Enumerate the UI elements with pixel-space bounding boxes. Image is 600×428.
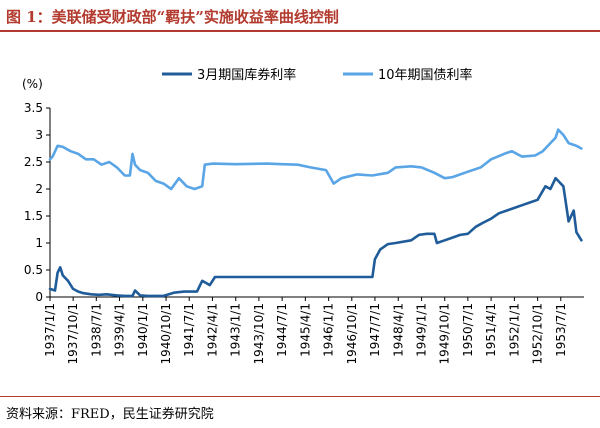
x-tick-label: 1949/10/1 bbox=[438, 303, 452, 365]
source-note: 资料来源：FRED，民生证券研究院 bbox=[6, 407, 214, 422]
x-tick-label: 1952/10/1 bbox=[531, 303, 545, 365]
x-tick-label: 1941/7/1 bbox=[182, 303, 196, 357]
x-tick-label: 1944/7/1 bbox=[275, 303, 289, 357]
x-tick-label: 1939/4/1 bbox=[113, 303, 127, 357]
legend-label: 10年期国债利率 bbox=[378, 67, 473, 83]
legend: 3月期国库券利率 10年期国债利率 bbox=[162, 67, 473, 83]
x-tick-label: 1952/1/1 bbox=[507, 303, 521, 357]
y-tick-label: 0 bbox=[35, 290, 43, 304]
x-tick-label: 1946/1/1 bbox=[322, 303, 336, 357]
source-divider bbox=[0, 396, 600, 397]
series-line bbox=[48, 128, 583, 191]
x-tick-label: 1951/4/1 bbox=[484, 303, 498, 357]
x-tick-label: 1940/10/1 bbox=[159, 303, 173, 365]
x-tick-label: 1937/10/1 bbox=[66, 303, 80, 365]
x-tick-label: 1949/1/1 bbox=[415, 303, 429, 357]
title-divider bbox=[0, 30, 600, 32]
x-tick-label: 1938/7/1 bbox=[89, 303, 103, 357]
y-tick-label: 0.5 bbox=[24, 263, 43, 277]
x-tick-label: 1946/10/1 bbox=[345, 303, 359, 365]
x-tick-label: 1943/1/1 bbox=[229, 303, 243, 357]
series-lines bbox=[48, 128, 583, 298]
x-tick-label: 1953/7/1 bbox=[554, 303, 568, 357]
axes: 0 0.5 1 1.5 2 2.5 3 3.5 1937/1/1 1937/10/1 1938/7/… bbox=[24, 101, 584, 365]
chart-title: 图 1：美联储受财政部“羁扶”实施收益率曲线控制 bbox=[6, 8, 339, 26]
y-tick-label: 3.5 bbox=[24, 101, 43, 115]
x-tick-label: 1948/4/1 bbox=[391, 303, 405, 357]
y-axis-label: (%) bbox=[22, 77, 43, 91]
x-tick-label: 1943/10/1 bbox=[252, 303, 266, 365]
x-tick-label: 1950/7/1 bbox=[461, 303, 475, 357]
y-tick-label: 1 bbox=[35, 236, 43, 250]
x-tick-label: 1937/1/1 bbox=[43, 303, 57, 357]
y-tick-label: 2 bbox=[35, 182, 43, 196]
y-tick-label: 1.5 bbox=[24, 209, 43, 223]
x-tick-label: 1945/4/1 bbox=[298, 303, 312, 357]
x-tick-label: 1942/4/1 bbox=[205, 303, 219, 357]
x-tick-label: 1940/1/1 bbox=[136, 303, 150, 357]
legend-label: 3月期国库券利率 bbox=[197, 67, 296, 83]
y-tick-label: 2.5 bbox=[24, 155, 43, 169]
y-tick-label: 3 bbox=[35, 128, 43, 142]
chart-svg: (%) 3月期国库券利率 10年期国债利率 0 0.5 1 1.5 2 2.5 3 3.5 193… bbox=[22, 67, 584, 365]
x-tick-label: 1947/7/1 bbox=[368, 303, 382, 357]
series-line bbox=[48, 176, 583, 298]
